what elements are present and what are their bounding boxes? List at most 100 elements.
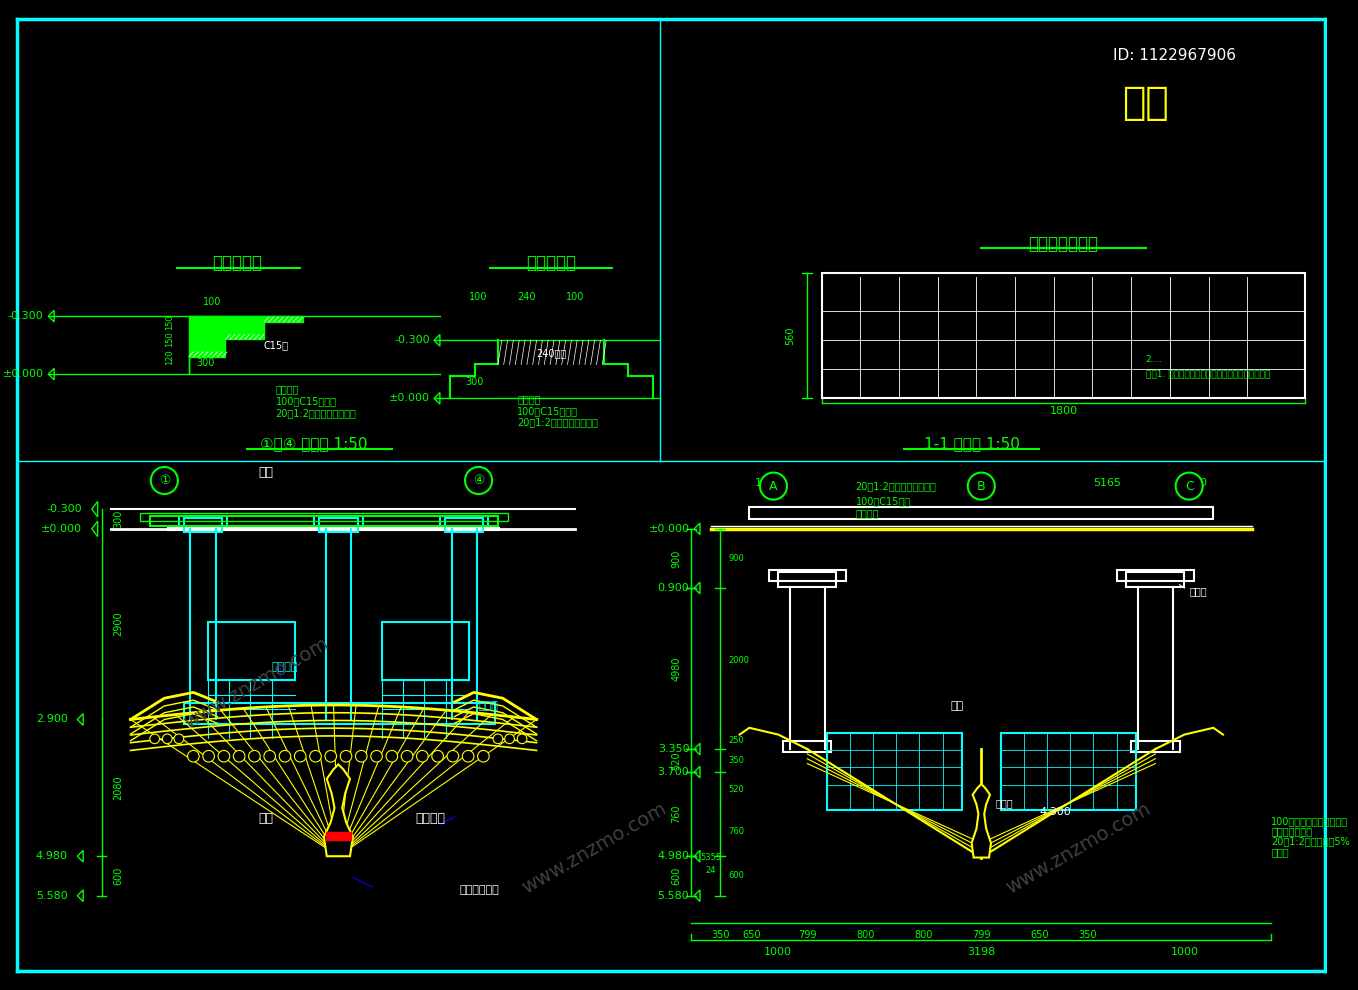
Text: 799: 799 <box>972 930 990 940</box>
Text: 台明大样图: 台明大样图 <box>526 254 576 272</box>
Text: ±0.000: ±0.000 <box>3 369 43 379</box>
Text: 挂落: 挂落 <box>951 701 964 712</box>
Circle shape <box>517 734 527 743</box>
Text: 600: 600 <box>113 867 124 885</box>
Text: 木制挂落大样图: 木制挂落大样图 <box>1028 235 1099 252</box>
Text: 100: 100 <box>202 297 221 307</box>
Circle shape <box>432 750 444 762</box>
Text: 1000: 1000 <box>755 478 782 488</box>
Text: ①: ① <box>159 474 170 487</box>
Circle shape <box>386 750 398 762</box>
Text: -0.300: -0.300 <box>8 311 43 321</box>
Text: ±0.000: ±0.000 <box>390 393 430 403</box>
Text: 800: 800 <box>856 930 875 940</box>
Polygon shape <box>189 316 303 374</box>
Circle shape <box>478 750 489 762</box>
Text: 100厚C15垫垫层: 100厚C15垫垫层 <box>276 396 337 406</box>
Circle shape <box>401 750 413 762</box>
Text: 刷素水泥浆一道: 刷素水泥浆一道 <box>1271 827 1312 837</box>
Circle shape <box>187 750 200 762</box>
Text: www.znzmo.com: www.znzmo.com <box>181 635 331 733</box>
Text: 900: 900 <box>728 554 744 563</box>
Text: 5355: 5355 <box>699 853 721 862</box>
Bar <box>1001 733 1137 810</box>
Circle shape <box>447 750 459 762</box>
Text: 霸王拳: 霸王拳 <box>478 701 498 712</box>
Text: 300: 300 <box>113 510 124 528</box>
Circle shape <box>325 750 337 762</box>
Text: www.znzmo.com: www.znzmo.com <box>1002 799 1154 897</box>
Text: -0.300: -0.300 <box>46 504 83 514</box>
Circle shape <box>417 750 428 762</box>
Text: 3165: 3165 <box>967 478 995 488</box>
Circle shape <box>371 750 383 762</box>
Circle shape <box>760 472 788 500</box>
Bar <box>382 622 469 680</box>
Polygon shape <box>325 764 353 856</box>
Text: 120: 120 <box>166 348 174 364</box>
Circle shape <box>263 750 276 762</box>
Bar <box>149 516 498 526</box>
Circle shape <box>493 734 502 743</box>
Text: 3.700: 3.700 <box>657 767 690 777</box>
Text: 2000: 2000 <box>728 655 750 665</box>
Text: A: A <box>769 479 778 493</box>
Text: 5.580: 5.580 <box>657 891 690 901</box>
Circle shape <box>149 734 159 743</box>
Text: 560: 560 <box>786 327 796 345</box>
Text: 520: 520 <box>728 785 744 794</box>
Text: 吴王靠: 吴王靠 <box>1190 586 1207 596</box>
Text: 5.580: 5.580 <box>35 891 68 901</box>
Text: 雷公柱: 雷公柱 <box>995 798 1013 808</box>
Text: 20厚1:2水泥砂浆抹光面层: 20厚1:2水泥砂浆抹光面层 <box>856 481 937 491</box>
Text: 4.980: 4.980 <box>35 851 68 861</box>
Circle shape <box>464 467 492 494</box>
Text: ±0.000: ±0.000 <box>648 524 690 534</box>
Text: 760: 760 <box>728 827 744 836</box>
Bar <box>1116 570 1194 581</box>
Text: B: B <box>976 479 986 493</box>
Text: 1-1 剖面图 1:50: 1-1 剖面图 1:50 <box>923 437 1020 451</box>
Bar <box>444 518 483 533</box>
Text: 900: 900 <box>672 549 682 567</box>
Bar <box>183 703 496 725</box>
Text: 踏步大样图: 踏步大样图 <box>212 254 262 272</box>
Text: ④: ④ <box>473 474 485 487</box>
Text: ID: 1122967906: ID: 1122967906 <box>1114 48 1236 62</box>
Text: 600: 600 <box>728 871 744 880</box>
Circle shape <box>505 734 515 743</box>
Text: 4.980: 4.980 <box>657 851 690 861</box>
Bar <box>769 570 846 581</box>
Polygon shape <box>971 784 991 857</box>
Text: 知未: 知未 <box>1122 84 1169 123</box>
Text: 3198: 3198 <box>967 947 995 957</box>
Text: 350: 350 <box>728 756 744 765</box>
Text: C15垫: C15垫 <box>263 341 288 350</box>
Circle shape <box>163 734 172 743</box>
Text: C: C <box>1184 479 1194 493</box>
Text: 戗脊: 戗脊 <box>258 812 273 825</box>
Text: 4980: 4980 <box>672 656 682 681</box>
Text: 24: 24 <box>705 866 716 875</box>
Text: 4.300: 4.300 <box>1039 807 1071 817</box>
Text: 0.900: 0.900 <box>657 583 690 593</box>
Text: 250: 250 <box>728 737 744 745</box>
Text: 注：1. 具体样式参照制造厂家图纸，做防腐处理。: 注：1. 具体样式参照制造厂家图纸，做防腐处理。 <box>1146 369 1270 378</box>
Bar <box>319 518 357 533</box>
Text: 100厚钢筋混凝土坡屋面板: 100厚钢筋混凝土坡屋面板 <box>1271 817 1348 827</box>
Circle shape <box>341 750 352 762</box>
Text: 2....: 2.... <box>1146 355 1162 364</box>
Text: 素土夯实: 素土夯实 <box>276 385 299 395</box>
Text: 600: 600 <box>672 867 682 885</box>
Circle shape <box>280 750 291 762</box>
Text: 799: 799 <box>799 930 816 940</box>
Text: 宝顶（成品）: 宝顶（成品） <box>459 885 498 895</box>
Bar <box>208 622 295 680</box>
Circle shape <box>202 750 215 762</box>
Text: 100厚C15垫层: 100厚C15垫层 <box>856 496 911 506</box>
Text: 240砖墙: 240砖墙 <box>536 347 566 357</box>
Text: 1000: 1000 <box>1171 947 1198 957</box>
Bar <box>1126 572 1184 587</box>
Text: 素土夯实: 素土夯实 <box>517 394 540 404</box>
Text: 支墩: 支墩 <box>258 466 273 479</box>
